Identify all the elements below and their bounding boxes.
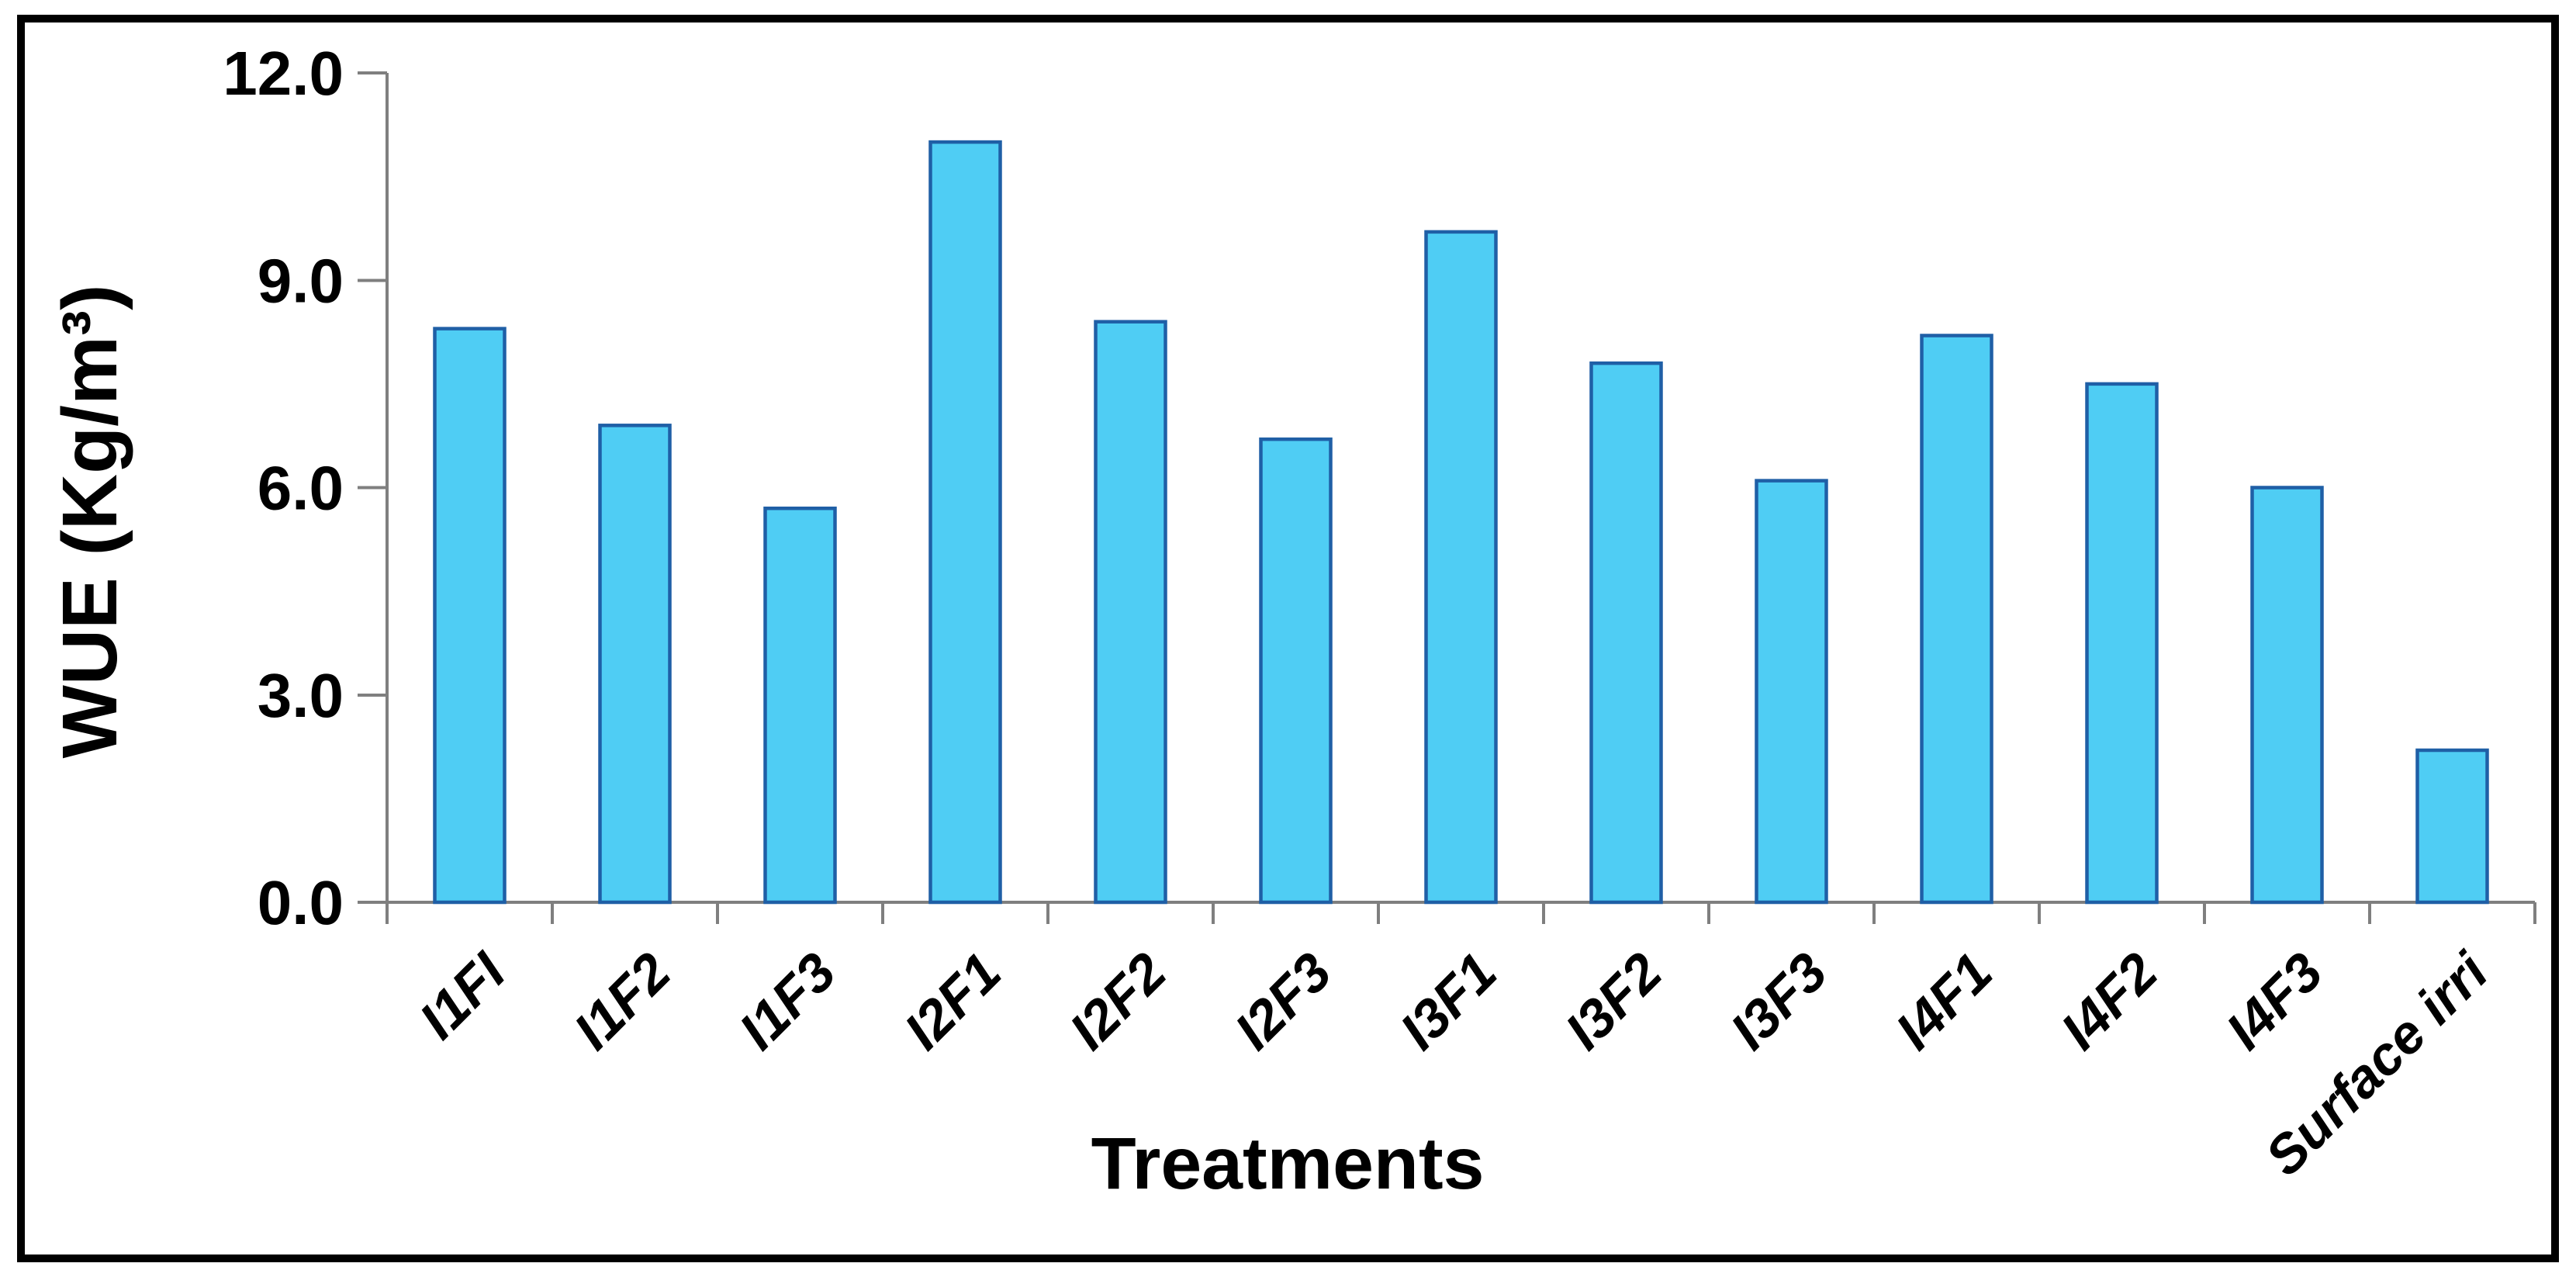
bar-i3f3 [1755, 479, 1828, 905]
bar-i3f2 [1589, 361, 1663, 905]
bar-i4f2 [2085, 382, 2159, 905]
x-tick-label: I2F2 [1058, 941, 1177, 1061]
figure-frame [17, 15, 2559, 1262]
y-tick-label: 9.0 [258, 246, 344, 315]
x-tick-label: I2F1 [893, 941, 1012, 1061]
y-tick-labels: 0.0 3.0 6.0 9.0 12.0 [223, 39, 344, 937]
bar-i1f2 [598, 424, 672, 905]
x-tick-label: I3F3 [1719, 941, 1838, 1061]
x-tick-label: I2F3 [1223, 941, 1343, 1061]
bar-i4f1 [1920, 334, 1993, 905]
y-tick-label: 3.0 [258, 661, 344, 730]
x-tick-label: I1FI [408, 940, 518, 1050]
bar-surface-irri [2415, 748, 2489, 905]
y-axis [358, 71, 389, 904]
bar-i1fi [433, 327, 507, 905]
x-tick-label: I3F2 [1554, 941, 1673, 1061]
x-tick-label: I4F2 [2049, 941, 2169, 1061]
bar-i1f3 [763, 506, 837, 905]
x-tick-label: I1F3 [728, 941, 847, 1061]
y-tick-label: 0.0 [258, 868, 344, 937]
bar-i2f2 [1094, 320, 1167, 905]
x-tick-label: I4F1 [1884, 941, 2004, 1061]
x-tick-label: I4F3 [2215, 941, 2334, 1061]
y-axis-title: WUE (Kg/m³) [47, 285, 133, 759]
bar-series-wue [433, 140, 2489, 905]
x-tick-label: I3F1 [1388, 941, 1508, 1061]
x-axis-title: Treatments [1091, 1123, 1485, 1205]
bar-i2f1 [928, 140, 1002, 905]
x-axis [358, 901, 2536, 924]
bar-i4f3 [2250, 486, 2324, 905]
bar-i3f1 [1424, 230, 1498, 905]
bar-i2f3 [1259, 437, 1333, 905]
x-tick-label: I1F2 [562, 941, 682, 1061]
y-tick-label: 12.0 [223, 39, 344, 108]
y-tick-label: 6.0 [258, 454, 344, 523]
